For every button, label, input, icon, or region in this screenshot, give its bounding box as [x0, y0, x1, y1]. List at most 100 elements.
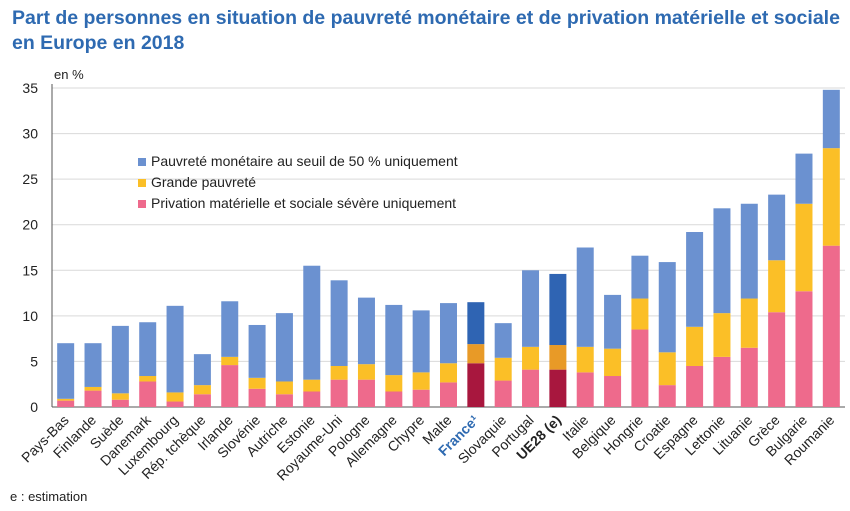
bar-segment — [658, 352, 676, 386]
bar-segment — [248, 377, 266, 389]
bar-segment — [549, 273, 567, 346]
bar-segment — [193, 354, 211, 386]
bar-segment — [631, 329, 649, 407]
y-axis-unit-label: en % — [54, 67, 84, 82]
bar-segment — [822, 148, 840, 246]
y-tick-label: 5 — [30, 353, 38, 369]
bar-segment — [166, 392, 184, 402]
bar-segment — [221, 365, 239, 407]
legend-swatch — [138, 179, 146, 187]
bar-segment — [357, 379, 375, 407]
bar-segment — [357, 364, 375, 380]
bar-segment — [658, 385, 676, 407]
y-tick-label: 25 — [22, 171, 38, 187]
bar-segment — [303, 265, 321, 380]
bar-segment — [303, 391, 321, 407]
bar-segment — [795, 203, 813, 292]
bar-segment — [576, 372, 594, 407]
bar-segment — [494, 380, 512, 407]
bar-segment — [576, 247, 594, 347]
bar-segment — [604, 376, 622, 407]
bar-segment — [795, 153, 813, 204]
bar-segment — [385, 391, 403, 407]
bar-segment — [549, 369, 567, 407]
bar-segment — [713, 356, 731, 407]
bar-segment — [740, 298, 758, 348]
bar-segment — [57, 398, 75, 401]
y-tick-label: 0 — [30, 399, 38, 415]
bar-segment — [686, 232, 704, 327]
bar-segment — [467, 363, 485, 407]
bar-segment — [576, 346, 594, 373]
bar-segment — [139, 381, 157, 407]
legend-label: Pauvreté monétaire au seuil de 50 % uniq… — [151, 153, 458, 169]
bar-segment — [522, 369, 540, 407]
bar-segment — [57, 343, 75, 399]
bar-segment — [412, 310, 430, 373]
estimation-note: e : estimation — [10, 489, 88, 504]
bar-segment — [139, 322, 157, 377]
y-tick-label: 15 — [22, 262, 38, 278]
bar-segment — [522, 270, 540, 347]
legend-swatch — [138, 158, 146, 166]
bar-segment — [330, 379, 348, 407]
bar-segment — [740, 203, 758, 299]
bar-segment — [686, 326, 704, 366]
legend-swatch — [138, 200, 146, 208]
bar-segment — [604, 294, 622, 349]
bar-segment — [768, 260, 786, 313]
bar-segment — [822, 89, 840, 149]
bar-segment — [467, 302, 485, 345]
bar-segment — [494, 323, 512, 358]
bar-segment — [248, 324, 266, 378]
bar-segment — [494, 357, 512, 381]
bar-segment — [275, 394, 293, 407]
bar-segment — [467, 344, 485, 364]
y-tick-label: 10 — [22, 308, 38, 324]
bar-segment — [84, 343, 102, 387]
bar-segment — [57, 400, 75, 407]
bar-segment — [330, 280, 348, 366]
bar-segment — [412, 389, 430, 407]
bar-segment — [193, 385, 211, 395]
bar-segment — [440, 363, 457, 383]
y-tick-label: 35 — [22, 80, 38, 96]
bar-segment — [522, 346, 540, 370]
bar-segment — [193, 394, 211, 407]
bar-segment — [549, 345, 567, 370]
bar-segment — [84, 386, 102, 391]
bar-segment — [768, 312, 786, 407]
bar-segment — [768, 194, 786, 261]
bar-segment — [166, 305, 184, 393]
y-tick-label: 20 — [22, 217, 38, 233]
bar-segment — [740, 347, 758, 407]
bar-segment — [412, 372, 430, 390]
bar-segment — [221, 356, 239, 366]
bar-segment — [248, 388, 266, 407]
bar-segment — [275, 313, 293, 382]
bar-segment — [658, 262, 676, 353]
legend-label: Privation matérielle et sociale sévère u… — [151, 195, 456, 211]
bar-segment — [111, 399, 129, 407]
bar-segment — [385, 304, 403, 376]
bar-segment — [604, 348, 622, 377]
bar-segment — [84, 390, 102, 407]
bar-segment — [631, 255, 649, 299]
bar-segment — [166, 401, 184, 407]
bar-segment — [275, 381, 293, 395]
bar-segment — [713, 208, 731, 314]
y-tick-label: 30 — [22, 126, 38, 142]
bar-segment — [221, 301, 239, 357]
bar-segment — [330, 365, 348, 380]
bar-segment — [713, 313, 731, 357]
bar-segment — [303, 379, 321, 392]
bar-segment — [139, 376, 157, 382]
bar-segment — [631, 298, 649, 330]
bar-segment — [357, 297, 375, 365]
bar-segment — [440, 382, 457, 407]
bar-segment — [822, 245, 840, 407]
bar-segment — [385, 375, 403, 392]
bar-segment — [686, 365, 704, 407]
bar-segment — [795, 291, 813, 407]
